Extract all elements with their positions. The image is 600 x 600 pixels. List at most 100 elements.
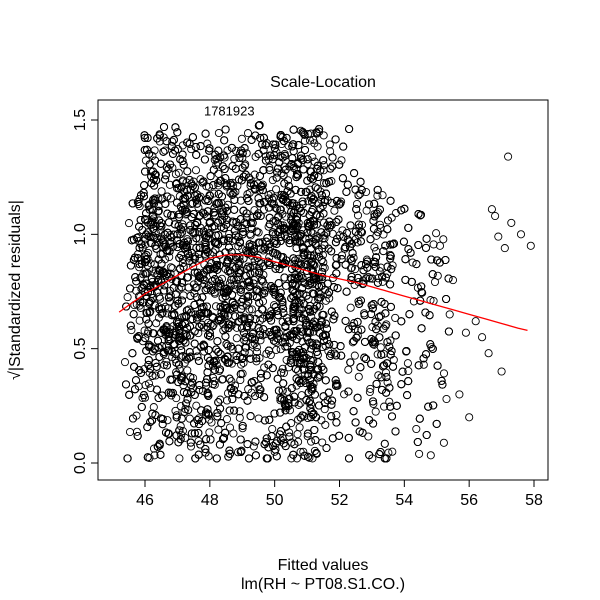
data-point [150, 196, 159, 205]
data-point [194, 277, 203, 286]
data-point [168, 388, 177, 397]
data-point [250, 268, 259, 277]
data-point [332, 196, 341, 205]
data-point [388, 362, 398, 371]
data-point [383, 378, 392, 387]
data-point [327, 198, 336, 207]
data-point [298, 252, 307, 262]
data-point [353, 317, 362, 326]
data-point [272, 185, 281, 194]
data-point [382, 373, 391, 382]
data-point [219, 433, 229, 442]
data-point [272, 452, 281, 461]
data-point [274, 311, 283, 320]
data-point [308, 205, 317, 214]
data-point [302, 354, 311, 363]
data-point [151, 358, 160, 368]
data-point [291, 364, 300, 373]
data-point [377, 350, 386, 359]
data-point [189, 228, 198, 238]
data-point [199, 340, 208, 349]
data-point [334, 215, 343, 224]
data-point [377, 373, 386, 382]
data-point [313, 184, 322, 193]
data-point [161, 175, 170, 184]
data-point [241, 343, 251, 352]
data-point [416, 211, 425, 220]
data-point [305, 222, 314, 231]
data-point [267, 432, 276, 441]
data-point [378, 272, 387, 281]
data-point [364, 432, 373, 441]
data-point [207, 418, 216, 427]
data-point [186, 291, 195, 300]
data-point [328, 162, 337, 171]
data-point [415, 449, 424, 458]
data-point [397, 206, 406, 215]
data-point [256, 133, 265, 143]
data-point [195, 322, 204, 331]
data-point [312, 413, 321, 422]
data-point [418, 288, 427, 297]
data-point [178, 426, 187, 436]
data-point [310, 217, 319, 226]
data-point [254, 414, 263, 423]
data-point [291, 185, 300, 194]
data-point [242, 271, 251, 281]
data-point [276, 205, 285, 214]
data-point [215, 365, 225, 374]
data-point [345, 237, 354, 246]
data-point [171, 123, 180, 132]
data-point [261, 141, 270, 150]
data-point [381, 322, 390, 331]
data-point [203, 353, 212, 362]
data-point [131, 273, 140, 282]
data-point [294, 415, 303, 424]
data-point [252, 211, 262, 220]
data-point [298, 411, 307, 420]
data-point [232, 334, 241, 343]
data-point [240, 391, 249, 401]
data-point [386, 240, 395, 249]
data-point [186, 373, 195, 382]
data-point [356, 227, 365, 236]
data-point [261, 438, 271, 447]
data-point [244, 385, 253, 394]
data-point [224, 358, 233, 367]
data-point [176, 230, 185, 239]
data-point [225, 446, 234, 455]
data-point [344, 454, 354, 463]
data-point [179, 291, 188, 300]
data-point [252, 347, 262, 357]
data-point [212, 454, 221, 463]
data-point [303, 155, 312, 164]
data-point [246, 412, 255, 421]
data-point [254, 149, 263, 158]
data-point [337, 251, 347, 260]
data-point [207, 259, 216, 268]
data-point [144, 319, 153, 328]
data-point [385, 342, 394, 351]
data-point [244, 173, 253, 182]
data-point [243, 129, 253, 138]
data-point [296, 151, 306, 160]
data-point [162, 246, 171, 255]
data-point [232, 218, 241, 227]
data-point [258, 186, 267, 195]
data-point [235, 253, 244, 262]
data-point [226, 188, 235, 197]
data-point [310, 271, 319, 280]
data-point [218, 215, 227, 225]
data-point [442, 294, 451, 304]
data-point [366, 384, 375, 393]
data-point [258, 297, 268, 306]
data-point [222, 415, 232, 424]
data-point [128, 414, 138, 423]
data-point [281, 401, 290, 411]
data-point [382, 388, 391, 397]
data-point [306, 400, 316, 409]
data-point [441, 255, 450, 265]
data-point [165, 252, 174, 262]
data-point [354, 372, 363, 381]
data-point [332, 418, 341, 427]
